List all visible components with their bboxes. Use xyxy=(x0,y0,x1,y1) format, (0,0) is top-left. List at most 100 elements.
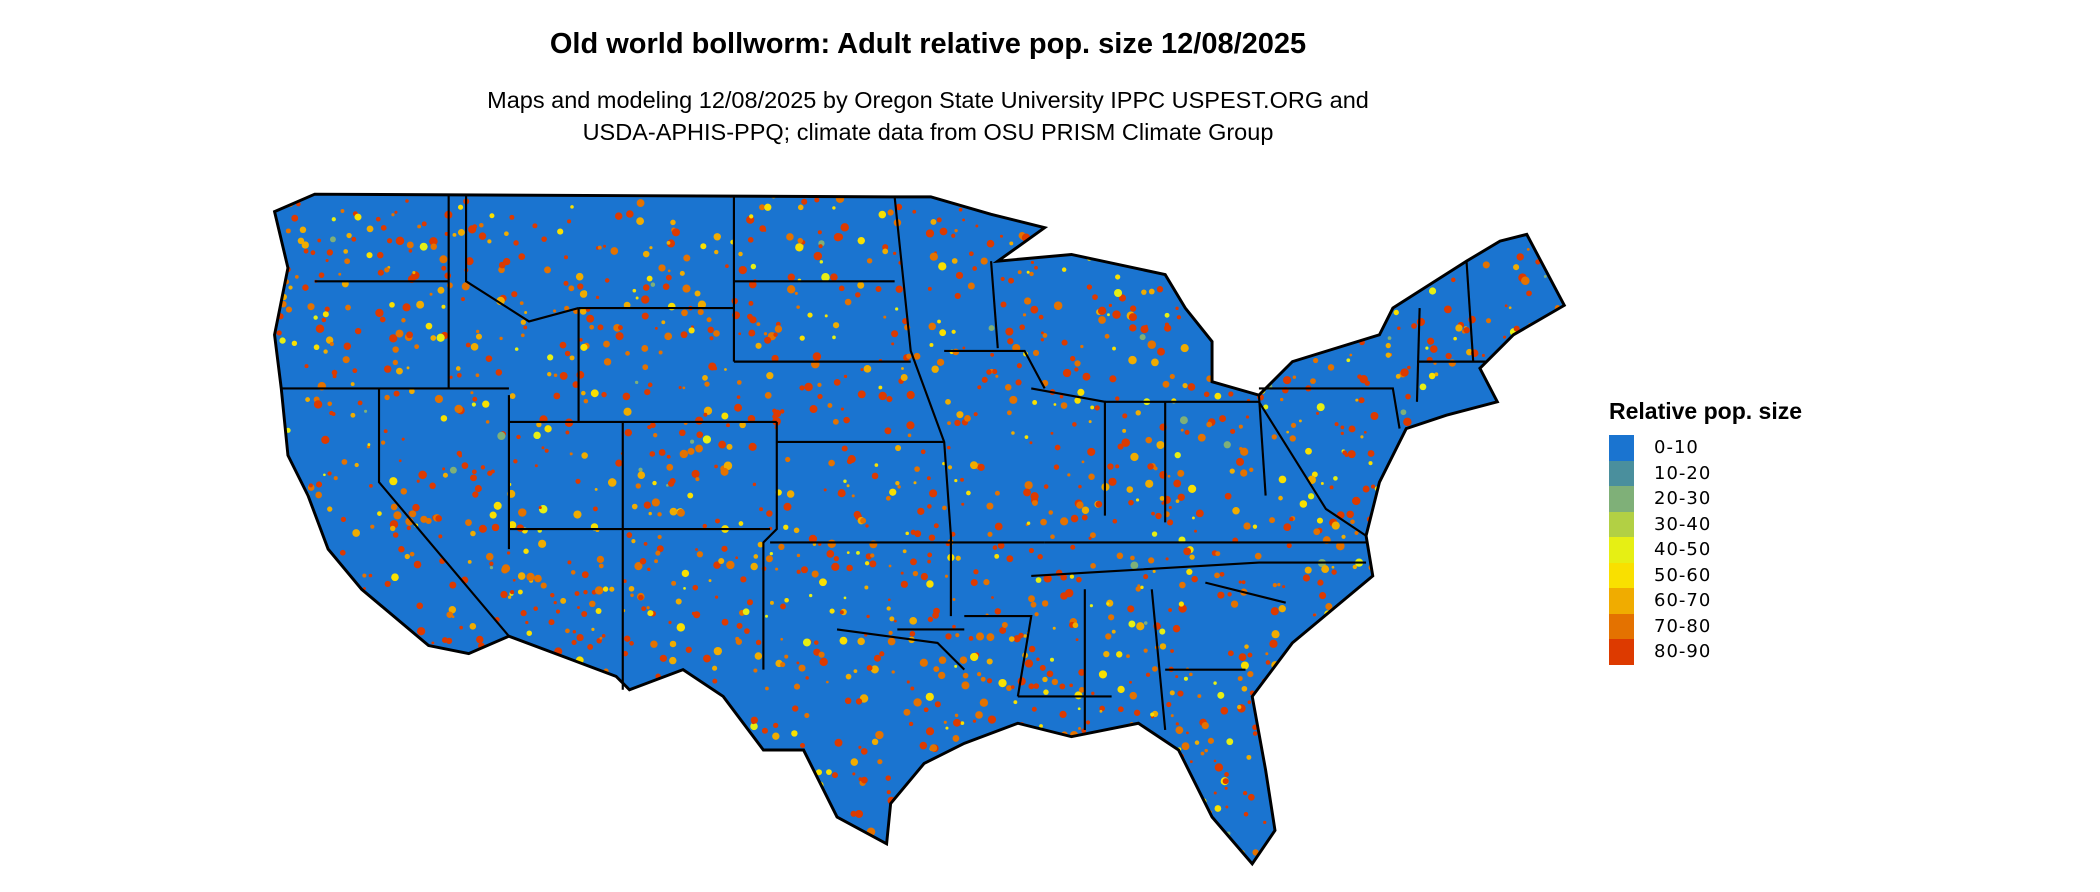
hotspot-mark xyxy=(1016,363,1022,369)
hotspot-mark xyxy=(738,251,743,257)
hotspot-mark xyxy=(819,657,828,667)
hotspot-mark xyxy=(1030,492,1039,501)
hotspot-mark xyxy=(1074,397,1081,404)
hotspot-mark xyxy=(877,759,883,765)
hotspot-mark xyxy=(1342,847,1350,855)
hotspot-mark xyxy=(551,718,557,724)
hotspot-mark xyxy=(1467,804,1476,814)
hotspot-mark xyxy=(895,285,903,293)
legend-swatch xyxy=(1609,435,1634,461)
hotspot-mark xyxy=(1341,534,1346,539)
hotspot-mark xyxy=(1344,261,1348,265)
hotspot-mark xyxy=(479,830,488,839)
hotspot-mark xyxy=(1145,479,1154,488)
hotspot-mark xyxy=(1515,351,1520,356)
hotspot-mark xyxy=(870,553,875,558)
hotspot-mark xyxy=(589,324,595,330)
hotspot-mark xyxy=(1523,574,1530,581)
hotspot-mark xyxy=(1489,671,1497,679)
legend-swatch xyxy=(1609,537,1634,563)
hotspot-mark xyxy=(1526,290,1532,297)
hotspot-mark xyxy=(412,503,420,512)
hotspot-mark xyxy=(1329,814,1332,818)
hotspot-mark xyxy=(1254,552,1262,560)
hotspot-mark xyxy=(1522,413,1528,420)
hotspot-mark xyxy=(801,194,806,196)
legend-label: 10-20 xyxy=(1654,462,1712,484)
hotspot-mark xyxy=(970,652,979,662)
hotspot-mark xyxy=(1051,248,1056,253)
hotspot-mark xyxy=(1105,633,1112,640)
hotspot-mark xyxy=(409,714,415,720)
hotspot-mark xyxy=(1108,303,1113,307)
hotspot-mark xyxy=(724,368,727,371)
hotspot-mark xyxy=(671,228,680,237)
hotspot-mark xyxy=(1178,601,1185,607)
hotspot-mark xyxy=(1009,241,1014,246)
hotspot-mark xyxy=(900,374,908,381)
hotspot-mark xyxy=(827,403,833,408)
hotspot-mark xyxy=(635,483,641,489)
hotspot-mark xyxy=(682,386,686,390)
hotspot-mark xyxy=(1517,601,1521,605)
hotspot-mark xyxy=(728,728,733,734)
hotspot-mark xyxy=(995,374,999,378)
hotspot-mark xyxy=(1444,767,1448,771)
hotspot-mark xyxy=(725,264,729,268)
hotspot-mark xyxy=(1384,633,1393,643)
hotspot-mark xyxy=(565,628,570,634)
hotspot-mark xyxy=(1313,721,1317,725)
hotspot-mark xyxy=(618,709,623,714)
hotspot-mark xyxy=(1276,832,1282,839)
hotspot-mark xyxy=(832,322,840,329)
hotspot-mark xyxy=(381,440,386,445)
hotspot-mark xyxy=(470,788,480,797)
hotspot-mark xyxy=(1308,286,1316,294)
hotspot-mark xyxy=(1094,405,1100,411)
hotspot-mark xyxy=(843,479,847,483)
hotspot-mark xyxy=(305,397,311,402)
hotspot-mark xyxy=(879,651,885,657)
hotspot-mark xyxy=(1001,622,1008,629)
hotspot-mark xyxy=(860,748,868,755)
hotspot-mark xyxy=(851,873,855,877)
us-outline xyxy=(272,192,1567,867)
hotspot-mark xyxy=(1501,499,1508,506)
hotspot-mark xyxy=(1026,521,1031,525)
hotspot-mark xyxy=(658,449,666,456)
hotspot-mark xyxy=(509,589,515,595)
hotspot-mark xyxy=(523,548,529,554)
hotspot-mark xyxy=(1227,650,1234,657)
hotspot-mark xyxy=(1355,657,1363,664)
hotspot-mark xyxy=(976,753,981,758)
hotspot-mark xyxy=(1298,419,1302,423)
hotspot-mark xyxy=(775,321,781,327)
hotspot-mark xyxy=(395,329,404,338)
hotspot-mark xyxy=(1436,837,1442,843)
hotspot-mark xyxy=(735,638,743,645)
hotspot-mark xyxy=(1381,726,1387,732)
hotspot-mark xyxy=(1507,448,1511,452)
hotspot-mark xyxy=(1397,486,1402,491)
hotspot-mark xyxy=(1097,306,1107,315)
hotspot-mark xyxy=(574,591,580,596)
hotspot-mark xyxy=(1161,501,1165,505)
hotspot-mark xyxy=(344,651,350,658)
hotspot-mark xyxy=(609,873,617,881)
hotspot-mark xyxy=(1491,561,1497,568)
hotspot-mark xyxy=(796,553,801,558)
hotspot-mark xyxy=(292,804,301,813)
hotspot-mark xyxy=(742,772,748,778)
hotspot-mark xyxy=(300,873,307,880)
hotspot-mark xyxy=(1521,862,1526,864)
hotspot-mark xyxy=(475,373,480,378)
hotspot-mark xyxy=(947,465,953,470)
hotspot-mark xyxy=(392,359,398,366)
hotspot-mark xyxy=(840,223,849,232)
hotspot-mark xyxy=(1245,358,1249,361)
hotspot-mark xyxy=(571,733,580,742)
hotspot-mark xyxy=(397,810,401,814)
hotspot-mark xyxy=(1277,582,1281,587)
hotspot-mark xyxy=(1050,534,1055,540)
hotspot-mark xyxy=(347,815,355,823)
